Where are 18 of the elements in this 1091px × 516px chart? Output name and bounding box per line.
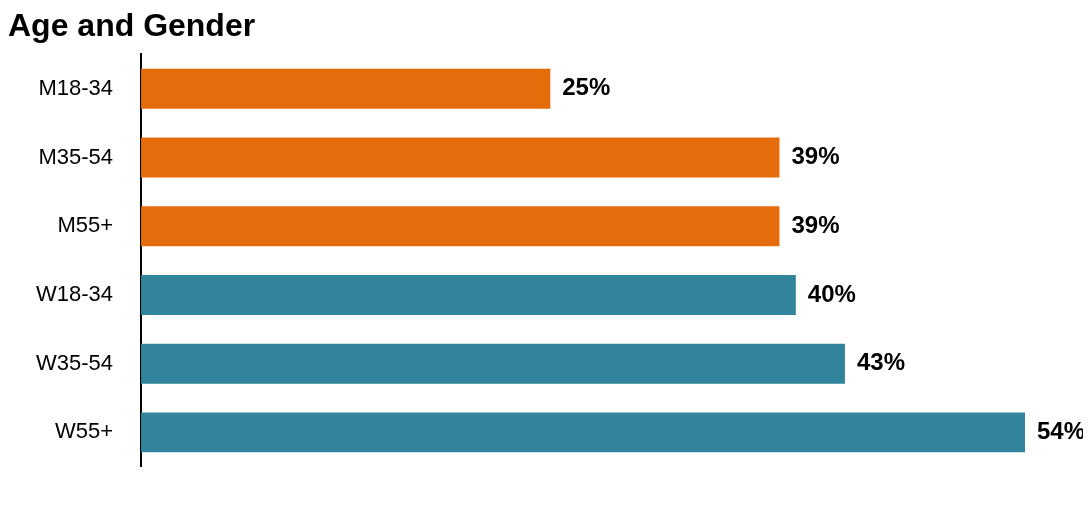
bar xyxy=(141,137,780,178)
bar xyxy=(141,206,780,247)
data-label: 43% xyxy=(856,348,905,376)
bar xyxy=(141,275,796,315)
y-tick-label: M55+ xyxy=(57,212,114,238)
y-tick-label: W55+ xyxy=(54,418,114,444)
data-label: 39% xyxy=(791,210,840,238)
y-tick-label: M18-34 xyxy=(38,74,114,100)
data-label: 25% xyxy=(562,73,611,101)
chart-title: Age and Gender xyxy=(8,7,256,44)
data-label: 40% xyxy=(807,279,856,307)
y-tick-label: W35-54 xyxy=(35,349,114,375)
y-tick-label: M35-54 xyxy=(38,143,114,169)
y-tick-label: W18-34 xyxy=(35,281,114,307)
data-label: 39% xyxy=(791,142,840,170)
bar xyxy=(141,68,551,109)
bar xyxy=(141,412,1025,453)
bar xyxy=(141,343,845,384)
